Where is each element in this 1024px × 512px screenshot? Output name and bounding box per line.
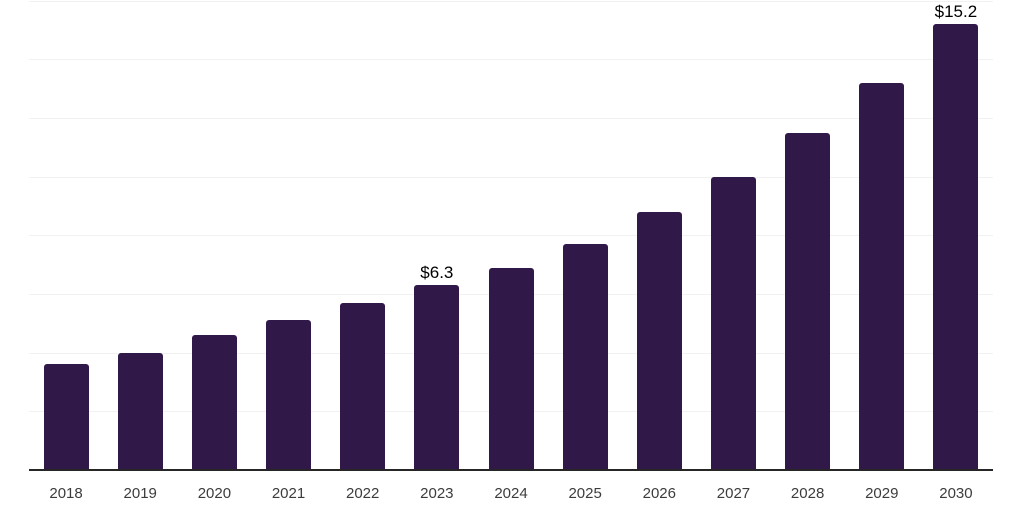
x-tick-label-2023: 2023 [420,485,454,502]
x-tick-label-2020: 2020 [197,485,232,502]
x-tick-label-2021: 2021 [271,485,306,502]
x-tick-label-2026: 2026 [642,485,676,502]
bar-2028 [785,132,831,470]
x-tick-label-2030: 2030 [939,485,973,502]
bar-2029 [859,82,905,470]
data-label-2030: $15.2 [934,2,978,21]
bar-2023 [414,285,460,470]
bar-2026 [636,211,682,470]
gridline-y14 [29,59,993,61]
bar-2021 [266,320,312,470]
data-label-2023: $6.3 [420,263,454,283]
x-tick-label-2029: 2029 [865,485,899,502]
bar-2030 [933,24,979,470]
bar-2027 [710,176,756,470]
bar-2024 [488,267,534,470]
bar-2020 [191,335,237,470]
gridline-y16 [29,0,993,2]
gridline-y8 [29,235,993,237]
x-axis-line [29,469,993,471]
x-tick-label-2025: 2025 [568,485,602,502]
x-tick-label-2024: 2024 [494,485,528,502]
bar-2022 [340,302,386,470]
bar-2019 [117,352,163,470]
x-tick-label-2028: 2028 [790,485,825,502]
x-tick-label-2019: 2019 [123,485,157,502]
bar-2018 [43,364,89,470]
gridline-y12 [29,117,993,119]
gridline-y10 [29,176,993,178]
x-tick-label-2018: 2018 [49,485,83,502]
x-tick-label-2022: 2022 [346,485,380,502]
x-tick-label-2027: 2027 [716,485,751,502]
bar-2025 [562,244,608,470]
